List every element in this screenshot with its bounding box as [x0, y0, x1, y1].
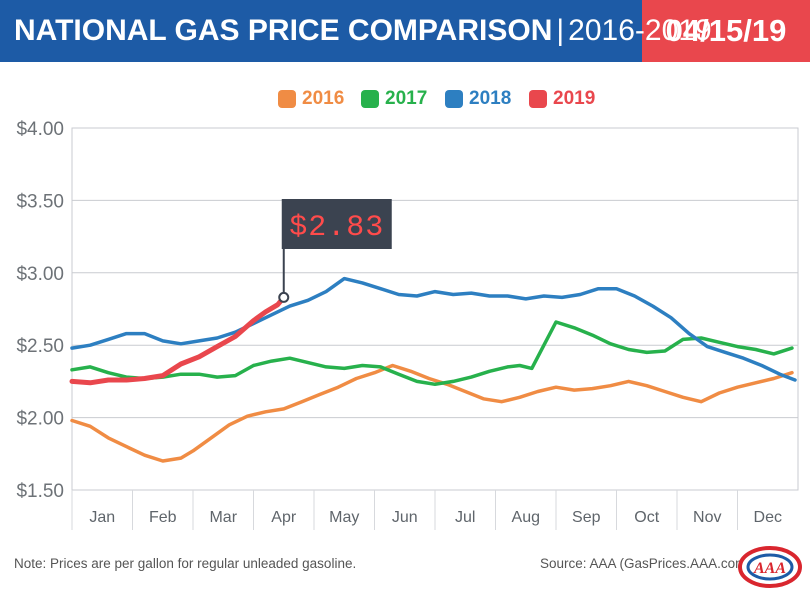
source-note: Source: AAA (GasPrices.AAA.com): [540, 556, 751, 571]
date-label: 04/15/19: [665, 13, 787, 48]
x-tick-label: Mar: [209, 509, 237, 526]
legend-label-2019: 2019: [553, 88, 596, 109]
series-line-2019: [69, 294, 287, 386]
x-tick-label: Feb: [149, 509, 177, 526]
plot-frame: [71, 127, 799, 491]
x-tick-label: Oct: [634, 509, 659, 526]
y-tick-label: $2.50: [16, 336, 64, 357]
title-years: 2016-2019: [568, 14, 712, 47]
aaa-logo: AAA: [738, 546, 802, 588]
x-tick-label: Jun: [392, 509, 418, 526]
legend-item-2018: 2018: [445, 86, 511, 112]
legend-swatch-2017: [361, 90, 379, 108]
x-tick-label: Jul: [455, 509, 475, 526]
y-tick-label: $3.50: [16, 191, 64, 212]
legend-label-2017: 2017: [385, 88, 428, 109]
y-tick-label: $2.00: [16, 409, 64, 430]
title-separator: |: [556, 14, 565, 47]
legend-label-2016: 2016: [302, 88, 345, 109]
footnote: Note: Prices are per gallon for regular …: [14, 556, 357, 571]
legend-item-2017: 2017: [361, 86, 427, 112]
legend-label-2018: 2018: [469, 88, 512, 109]
title-main: NATIONAL GAS PRICE COMPARISON: [14, 14, 553, 47]
series-line-2018: [70, 276, 797, 382]
legend-swatch-2019: [529, 90, 547, 108]
x-tick-label: Sep: [572, 509, 601, 526]
chart-title: NATIONAL GAS PRICE COMPARISON | 2016-2019: [14, 12, 712, 50]
header-bar: NATIONAL GAS PRICE COMPARISON | 2016-2019 …: [0, 0, 810, 62]
x-tick-label: Jan: [89, 509, 115, 526]
header-date-panel: [642, 0, 810, 62]
y-tick-label: $3.00: [16, 264, 64, 285]
x-tick-label: Nov: [693, 509, 721, 526]
header-title-panel: [0, 0, 642, 62]
logo-text: AAA: [753, 560, 786, 577]
x-tick-label: May: [329, 509, 359, 526]
x-tick-label: Dec: [754, 509, 782, 526]
series-line-2016: [70, 363, 794, 463]
y-tick-label: $1.50: [16, 481, 64, 502]
x-tick-label: Aug: [512, 509, 540, 526]
legend: 2016 2017 2018 2019: [0, 86, 810, 112]
y-tick-label: $4.00: [16, 119, 64, 140]
legend-swatch-2018: [445, 90, 463, 108]
legend-swatch-2016: [278, 90, 296, 108]
series-line-2017: [70, 320, 794, 387]
callout-marker: [278, 291, 290, 303]
callout-value: $2.83: [289, 211, 384, 245]
legend-item-2019: 2019: [529, 86, 595, 112]
callout-box: [281, 199, 392, 249]
legend-item-2016: 2016: [278, 86, 344, 112]
x-tick-label: Apr: [271, 509, 297, 526]
